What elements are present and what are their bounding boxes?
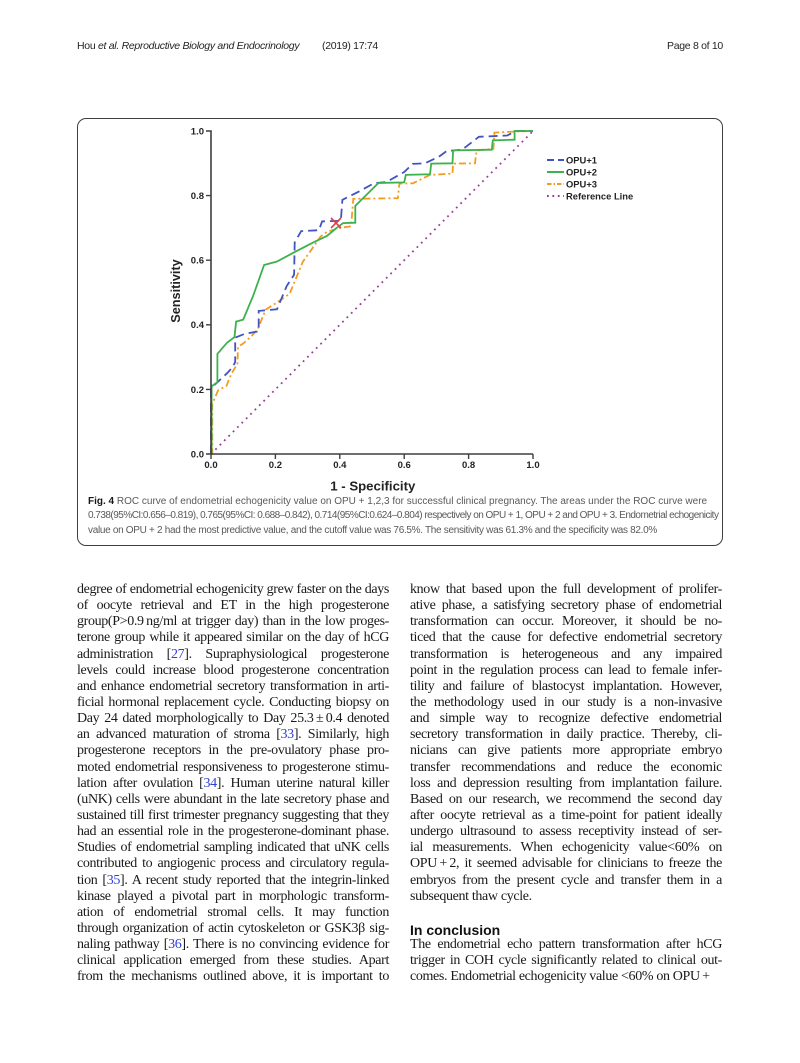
- svg-text:OPU+2: OPU+2: [566, 167, 597, 178]
- svg-text:0.8: 0.8: [462, 460, 475, 471]
- svg-text:Reference Line: Reference Line: [566, 191, 633, 202]
- svg-text:Sensitivity: Sensitivity: [169, 259, 183, 322]
- svg-text:0.2: 0.2: [191, 385, 204, 396]
- svg-text:1.0: 1.0: [526, 460, 539, 471]
- svg-text:0.0: 0.0: [204, 460, 217, 471]
- svg-text:OPU+1: OPU+1: [566, 155, 597, 166]
- svg-text:0.8: 0.8: [191, 191, 204, 202]
- svg-text:OPU+3: OPU+3: [566, 179, 597, 190]
- svg-text:0.6: 0.6: [398, 460, 411, 471]
- svg-text:0.2: 0.2: [269, 460, 282, 471]
- svg-text:0.4: 0.4: [333, 460, 347, 471]
- svg-text:1 - Specificity: 1 - Specificity: [330, 479, 416, 494]
- svg-text:0.6: 0.6: [191, 256, 204, 267]
- svg-text:1.0: 1.0: [191, 126, 204, 137]
- svg-text:0.4: 0.4: [191, 320, 205, 331]
- svg-text:0.0: 0.0: [191, 449, 204, 460]
